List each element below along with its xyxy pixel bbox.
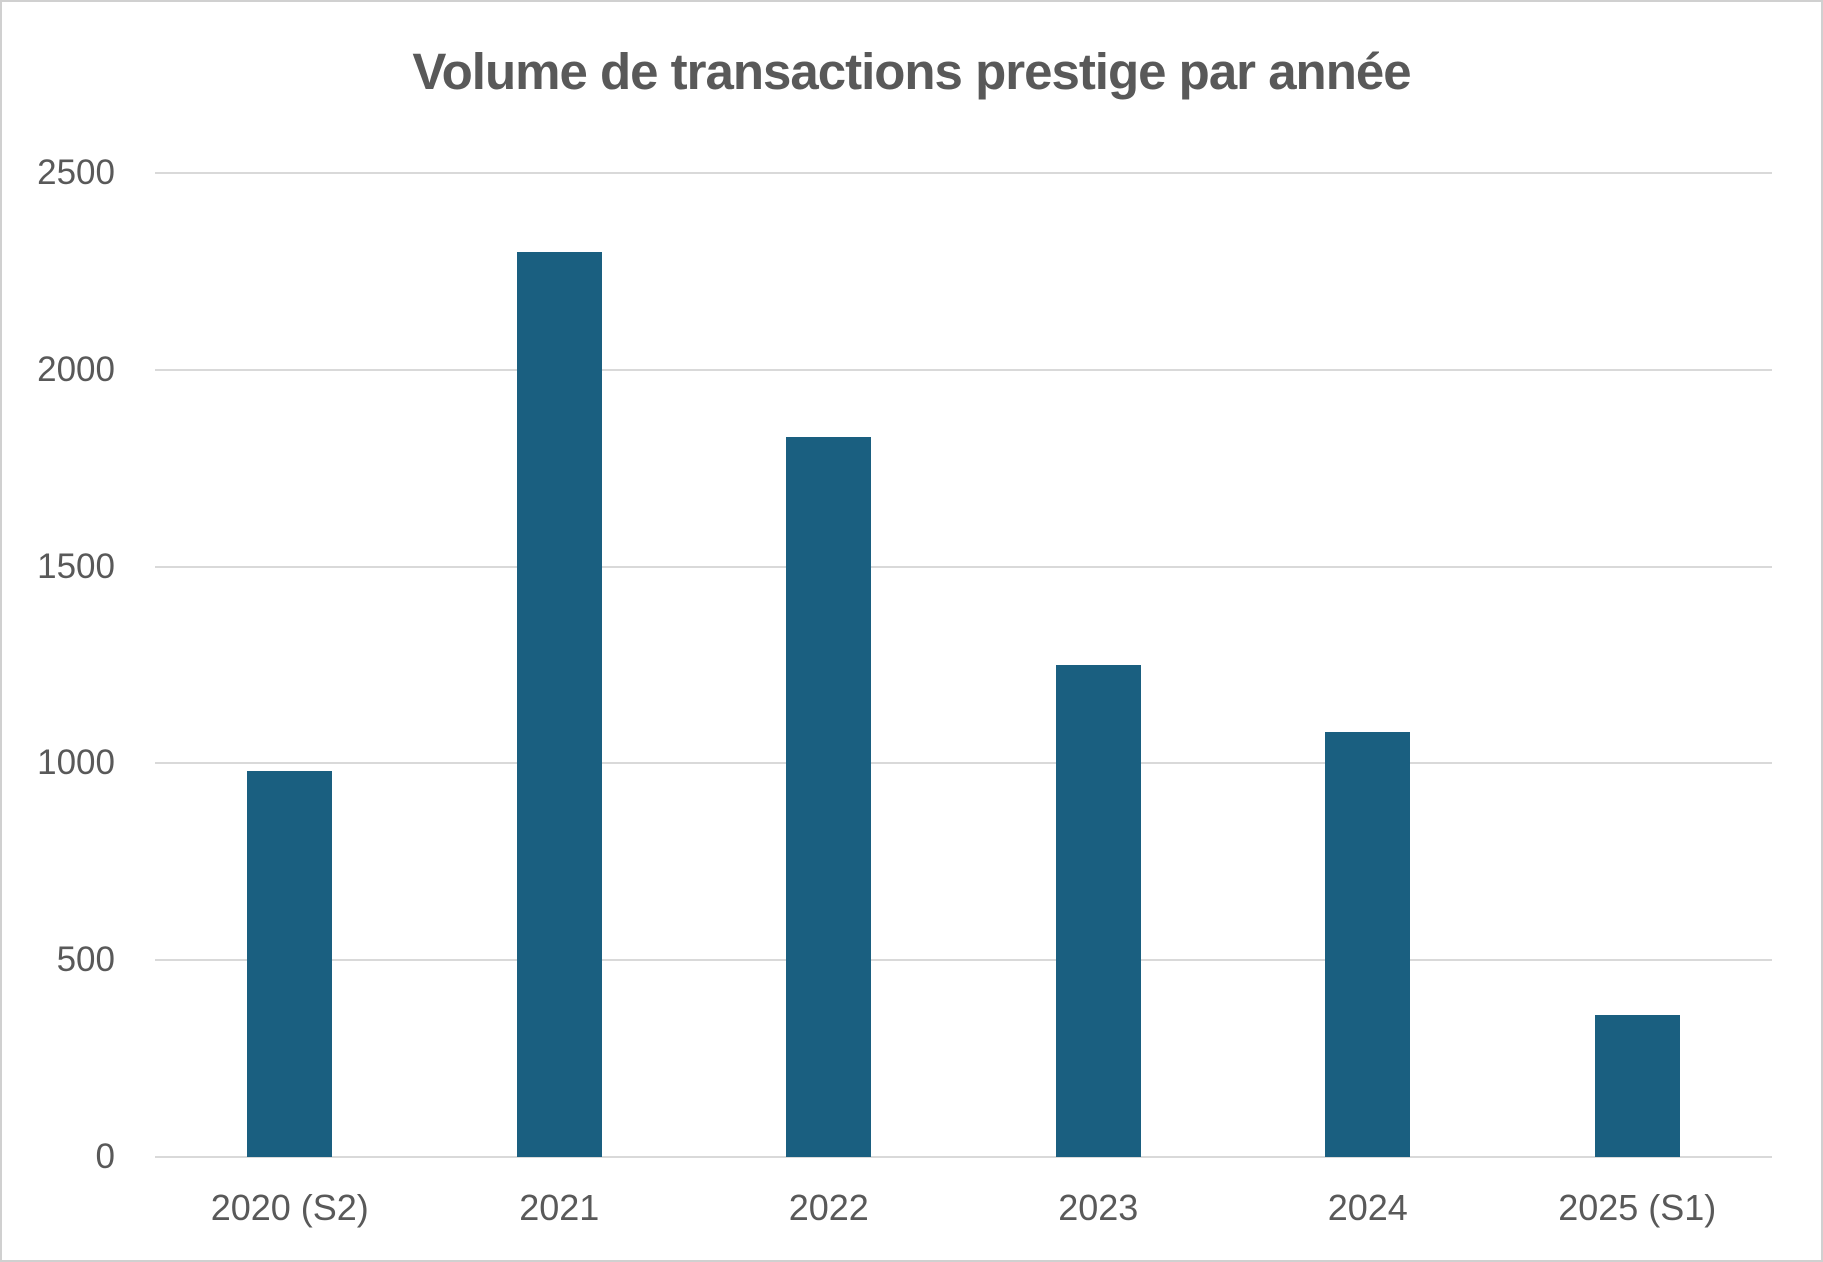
bar-2024 [1325, 731, 1411, 1157]
y-tick-label-500: 500 [56, 940, 115, 980]
gridline-500 [155, 959, 1772, 962]
y-tick-label-2000: 2000 [37, 349, 115, 389]
gridline-1500 [155, 565, 1772, 568]
bar-2022 [786, 436, 872, 1157]
bar-2020-s2 [247, 771, 333, 1157]
gridline-1000 [155, 762, 1772, 765]
gridline-2000 [155, 368, 1772, 371]
bar-2023 [1055, 665, 1141, 1157]
gridline-0 [155, 1156, 1772, 1158]
y-tick-label-2500: 2500 [37, 153, 115, 192]
x-tick-label-2025-s1: 2025 (S1) [1558, 1187, 1717, 1228]
chart-title: Volume de transactions prestige par anné… [412, 43, 1411, 100]
y-tick-label-1000: 1000 [37, 743, 115, 783]
x-tick-label-2021: 2021 [519, 1187, 600, 1228]
y-tick-label-0: 0 [95, 1137, 115, 1176]
gridline-2500 [155, 172, 1772, 174]
bar-2025-s1 [1594, 1015, 1680, 1157]
x-tick-label-2024: 2024 [1327, 1187, 1408, 1228]
bar-2021 [516, 251, 602, 1157]
x-tick-label-2022: 2022 [788, 1187, 869, 1228]
x-tick-label-2023: 2023 [1058, 1187, 1139, 1228]
y-tick-label-1500: 1500 [37, 546, 115, 586]
x-tick-label-2020-s2: 2020 (S2) [210, 1187, 369, 1228]
